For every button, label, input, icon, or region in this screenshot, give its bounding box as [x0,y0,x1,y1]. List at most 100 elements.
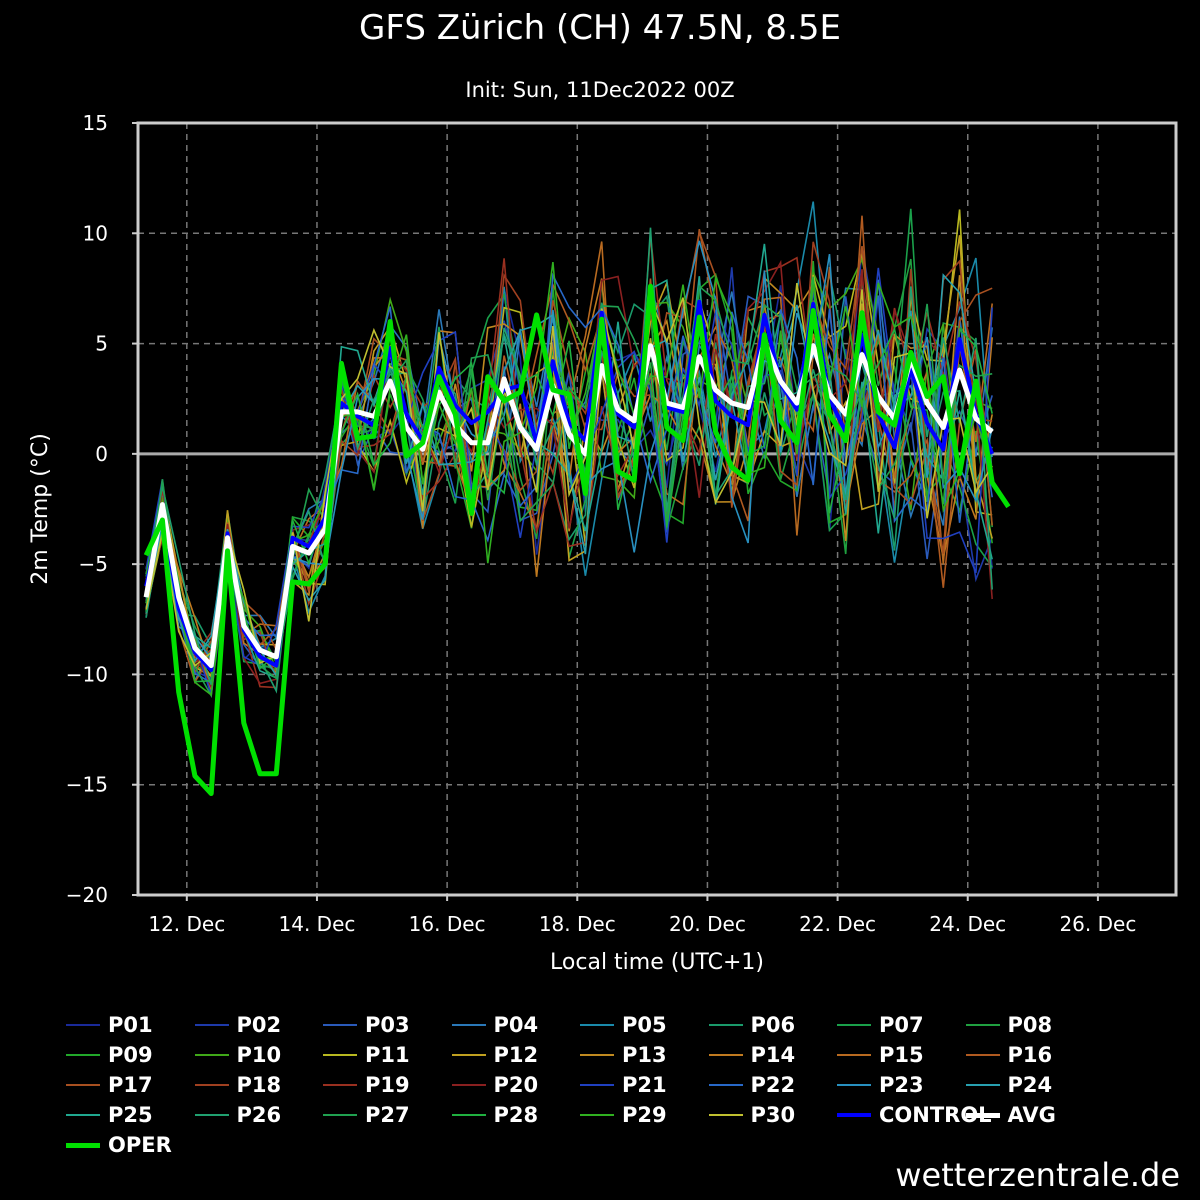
legend-item-p28: P28 [451,1102,539,1128]
legend-item-p13: P13 [580,1042,667,1068]
legend-item-p04: P04 [451,1012,539,1038]
y-tick-label: 15 [83,111,108,135]
legend-label: P24 [1007,1073,1053,1097]
legend-item-p03: P03 [323,1012,410,1038]
legend-label: P18 [236,1073,282,1097]
watermark: wetterzentrale.de [895,1156,1180,1194]
legend-swatch [837,1024,871,1026]
y-axis-label: 2m Temp (°C) [28,433,53,585]
legend-label: P02 [236,1013,282,1037]
legend-item-p14: P14 [708,1042,796,1068]
chart-subtitle: Init: Sun, 11Dec2022 00Z [465,78,735,102]
legend-swatch [708,1024,743,1026]
legend-swatch [66,1024,100,1026]
legend-label: P04 [493,1013,539,1037]
legend-label: P13 [622,1043,667,1067]
legend-swatch [965,1024,1000,1026]
legend-label: P23 [879,1073,924,1097]
legend-swatch [194,1054,229,1056]
legend-label: P09 [108,1043,153,1067]
legend-label: P26 [236,1103,282,1127]
legend-swatch [451,1114,486,1116]
legend-label: P07 [879,1013,924,1037]
legend-swatch [580,1054,614,1056]
legend-swatch [451,1054,486,1056]
legend-label: OPER [108,1133,172,1157]
y-tick-label: 10 [83,221,108,245]
x-tick-label: 18. Dec [539,912,616,936]
legend-label: P08 [1007,1013,1053,1037]
legend-item-p06: P06 [708,1012,795,1038]
legend-item-p02: P02 [194,1012,282,1038]
legend-label: P30 [750,1103,796,1127]
legend-label: P03 [365,1013,410,1037]
x-tick-label: 12. Dec [148,912,225,936]
legend-swatch [837,1113,871,1117]
x-tick-label: 20. Dec [669,912,746,936]
legend-label: P14 [750,1043,796,1067]
series-line-oper [143,283,1011,796]
legend-swatch [708,1114,743,1116]
legend-item-p05: P05 [580,1012,667,1038]
legend-item-p09: P09 [66,1042,153,1068]
legend-swatch [451,1024,486,1026]
legend-item-p25: P25 [66,1102,153,1128]
legend-swatch [580,1024,614,1026]
legend-swatch [837,1084,871,1086]
legend-swatch [66,1084,100,1086]
x-tick-label: 16. Dec [409,912,486,936]
legend-item-p12: P12 [451,1042,539,1068]
legend-label: P29 [622,1103,667,1127]
legend-label: P15 [879,1043,924,1067]
legend-swatch [194,1084,229,1086]
temperature-chart: 15 10 5 0 −5 −10 −15 −20 12. Dec 14. Dec 16. Dec 18… [28,111,1178,975]
legend-item-p26: P26 [194,1102,282,1128]
legend-swatch [66,1054,100,1056]
legend-label: P19 [365,1073,410,1097]
legend-swatch [965,1112,1000,1118]
legend-label: P20 [493,1073,539,1097]
y-tick-label: 0 [95,442,108,466]
legend-item-p27: P27 [323,1102,410,1128]
legend-item-p16: P16 [965,1042,1053,1068]
legend-label: P25 [108,1103,153,1127]
legend-item-p20: P20 [451,1072,539,1098]
y-tick-label: −15 [66,773,108,797]
legend-swatch [965,1054,1000,1056]
legend-item-p22: P22 [708,1072,796,1098]
legend-item-p21: P21 [580,1072,667,1098]
legend-label: P12 [493,1043,539,1067]
legend-swatch [965,1084,1000,1086]
legend-item-p01: P01 [66,1012,153,1038]
legend-label: P16 [1007,1043,1053,1067]
legend-swatch [323,1114,357,1116]
legend-item-p19: P19 [323,1072,410,1098]
legend-swatch [194,1024,229,1026]
legend-label: P01 [108,1013,153,1037]
x-tick-label: 26. Dec [1059,912,1136,936]
y-tick-label: 5 [95,332,108,356]
x-tick-label: 14. Dec [279,912,356,936]
legend-item-p18: P18 [194,1072,282,1098]
legend-label: P28 [493,1103,539,1127]
legend-swatch [708,1054,743,1056]
y-tick-label: −10 [66,662,108,686]
legend-item-p29: P29 [580,1102,667,1128]
y-tick-label: −20 [66,883,108,907]
legend-item-p15: P15 [837,1042,924,1068]
x-tick-label: 24. Dec [929,912,1006,936]
legend-label: AVG [1007,1103,1056,1127]
legend-swatch [451,1084,486,1086]
legend-swatch [323,1024,357,1026]
legend-item-p30: P30 [708,1102,796,1128]
legend-swatch [323,1054,357,1056]
legend-label: P22 [750,1073,796,1097]
plot-frame [136,121,1178,897]
legend-label: P10 [236,1043,282,1067]
legend-item-p17: P17 [66,1072,153,1098]
legend-swatch [194,1114,229,1116]
legend-label: P21 [622,1073,667,1097]
legend-swatch [323,1084,357,1086]
y-tick-label: −5 [79,552,108,576]
legend-item-p07: P07 [837,1012,924,1038]
